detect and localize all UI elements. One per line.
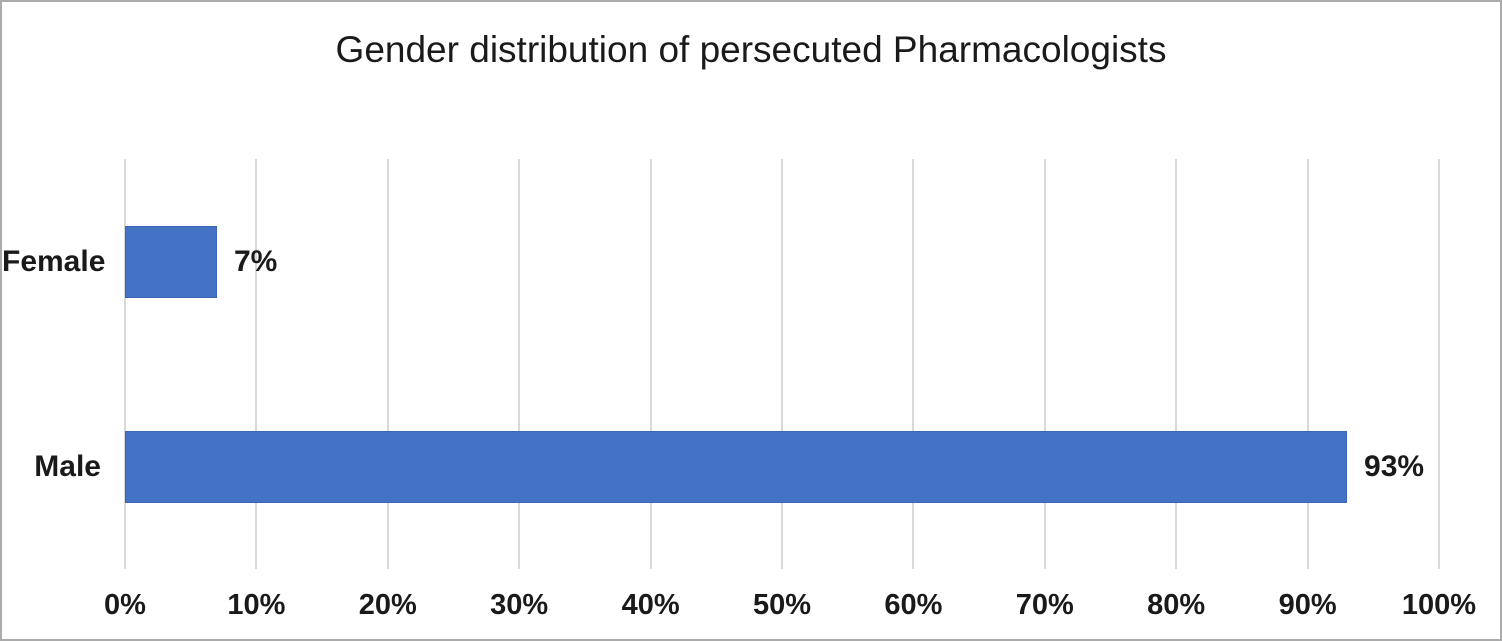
gridline xyxy=(124,159,126,569)
x-tick-label: 20% xyxy=(358,589,417,621)
x-tick-label: 60% xyxy=(884,589,943,621)
plot-area: 7% 93% xyxy=(124,159,1440,569)
x-tick-label: 90% xyxy=(1278,589,1337,621)
data-label-male: 93% xyxy=(1364,449,1425,483)
x-tick-label: 50% xyxy=(752,589,812,621)
category-label-female: Female xyxy=(2,244,106,278)
x-tick-label: 40% xyxy=(621,589,680,621)
gridline xyxy=(255,159,258,569)
chart-title: Gender distribution of persecuted Pharma… xyxy=(335,29,1167,70)
gridline xyxy=(649,159,652,569)
gridline xyxy=(781,159,783,569)
data-label-female: 7% xyxy=(233,244,278,278)
category-axis: Female Male xyxy=(2,159,106,569)
bar-female xyxy=(125,225,217,298)
gridline xyxy=(912,159,915,569)
x-tick-label: 70% xyxy=(1015,589,1074,621)
gridline xyxy=(386,159,389,569)
gridline xyxy=(1306,159,1309,569)
x-tick-label: 80% xyxy=(1147,589,1206,621)
bar-male xyxy=(125,430,1348,503)
gridline xyxy=(518,159,521,569)
category-label-male: Male xyxy=(34,449,101,483)
x-tick-label: 0% xyxy=(104,589,146,621)
x-tick-label: 100% xyxy=(1401,589,1477,621)
x-tick-label: 10% xyxy=(227,589,286,621)
x-tick-label: 30% xyxy=(490,589,549,621)
gridline xyxy=(1175,159,1178,569)
gridline xyxy=(1043,159,1046,569)
value-axis: 0% 10% 20% 30% 40% 50% 60% 70% 80% 90% 100% xyxy=(104,587,1476,627)
gridline xyxy=(1438,159,1440,569)
